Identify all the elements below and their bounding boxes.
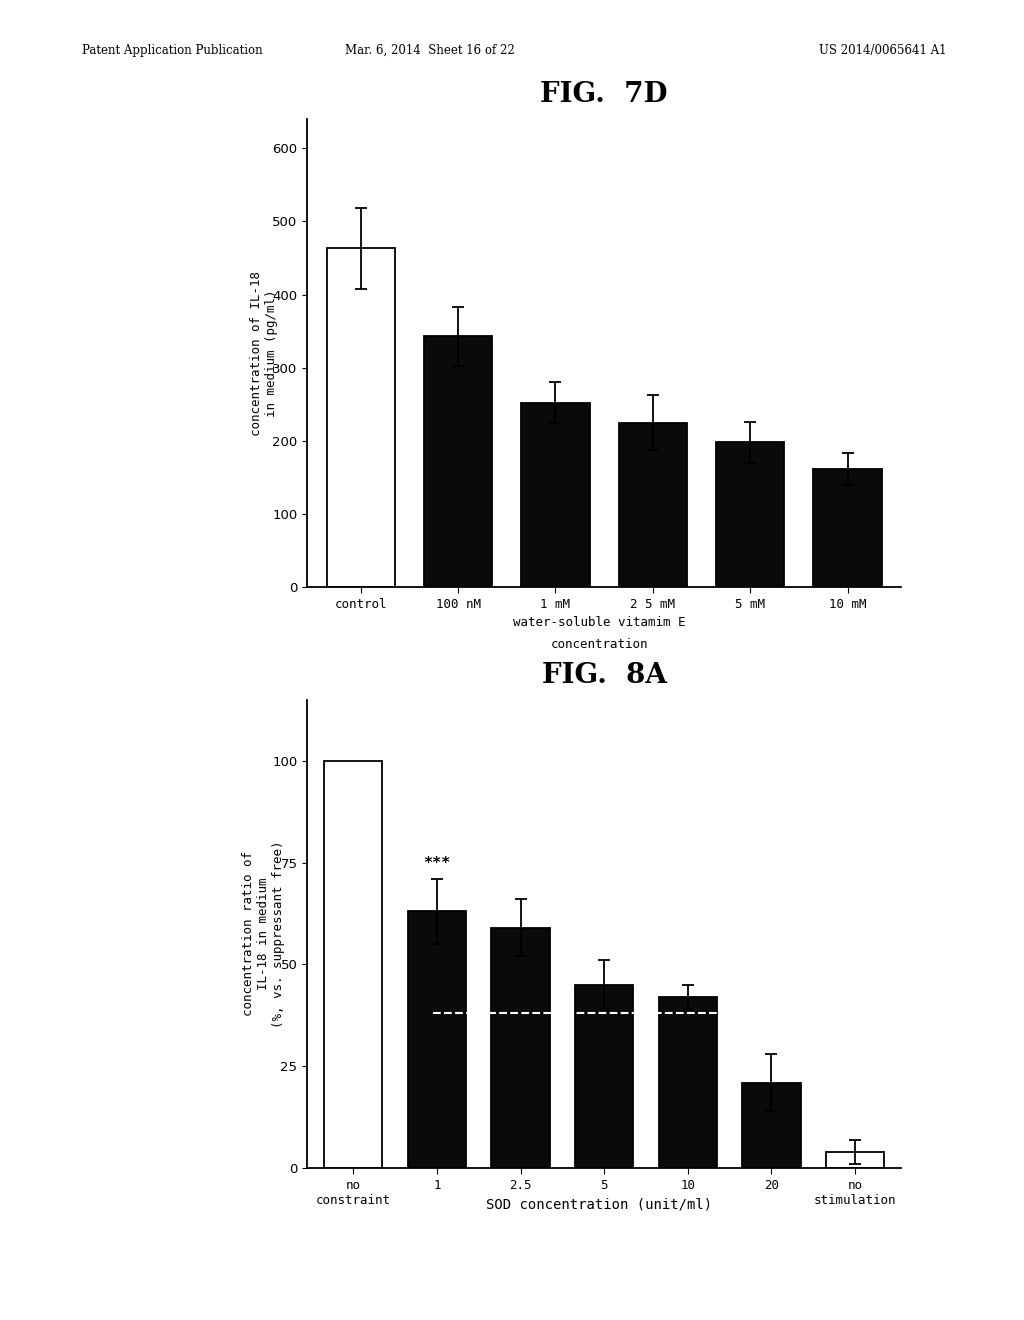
Text: concentration: concentration xyxy=(550,638,648,651)
Text: Mar. 6, 2014  Sheet 16 of 22: Mar. 6, 2014 Sheet 16 of 22 xyxy=(345,44,515,57)
Bar xyxy=(574,985,634,1168)
Text: ***: *** xyxy=(423,855,451,871)
Y-axis label: concentration of IL-18
in medium (pg/ml): concentration of IL-18 in medium (pg/ml) xyxy=(250,271,278,436)
Bar xyxy=(742,1082,801,1168)
Text: SOD concentration (unit/ml): SOD concentration (unit/ml) xyxy=(486,1197,712,1212)
Bar xyxy=(658,997,717,1168)
Text: US 2014/0065641 A1: US 2014/0065641 A1 xyxy=(819,44,947,57)
Text: Patent Application Publication: Patent Application Publication xyxy=(82,44,262,57)
Bar xyxy=(492,928,550,1168)
Bar xyxy=(327,248,395,587)
Bar xyxy=(825,1152,885,1168)
Bar xyxy=(521,403,590,587)
Title: FIG.  8A: FIG. 8A xyxy=(542,661,667,689)
Bar xyxy=(324,760,383,1168)
Text: water-soluble vitamim E: water-soluble vitamim E xyxy=(513,616,685,630)
Bar xyxy=(424,337,493,587)
Bar xyxy=(618,422,687,587)
Y-axis label: concentration ratio of
IL-18 in medium
(%, vs. suppressant free): concentration ratio of IL-18 in medium (… xyxy=(243,840,286,1028)
Bar xyxy=(716,442,784,587)
Bar xyxy=(408,912,466,1168)
Bar xyxy=(813,469,882,587)
Title: FIG.  7D: FIG. 7D xyxy=(541,81,668,108)
